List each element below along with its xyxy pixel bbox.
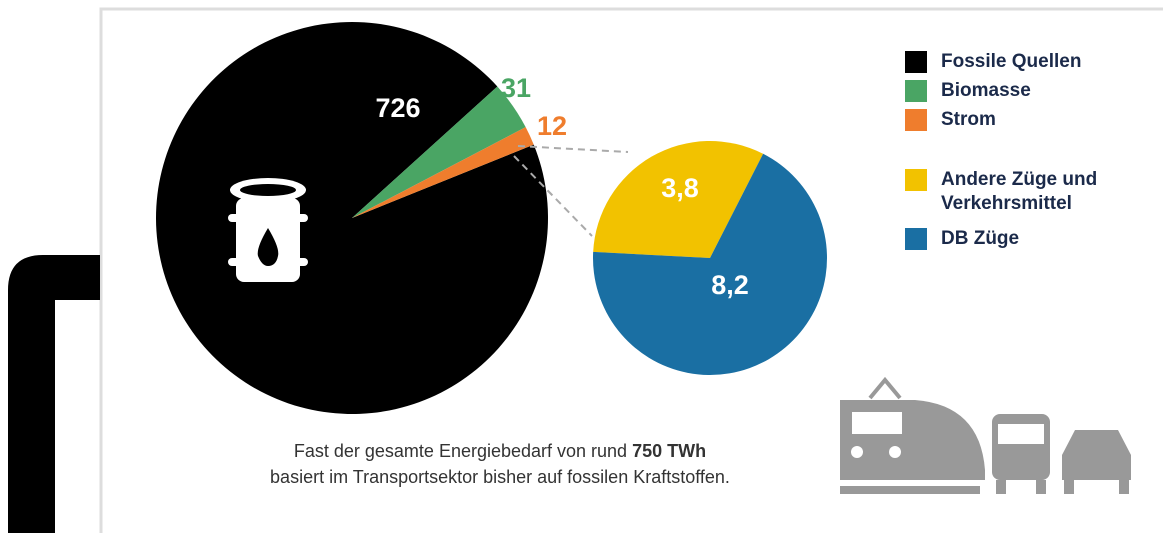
legend-label: DB Züge — [941, 228, 1020, 249]
legend-label: Andere Züge und Verkehrsmittel — [941, 169, 1098, 214]
pie-slice — [352, 127, 534, 218]
legend-swatch — [905, 80, 927, 102]
caption-bold: 750 TWh — [632, 441, 707, 461]
barrel-icon — [228, 178, 308, 282]
legend-item: Strom — [905, 108, 1125, 132]
legend-label: Biomasse — [941, 80, 1031, 101]
legend-swatch — [905, 51, 927, 73]
legend-item: Andere Züge und Verkehrsmittel — [905, 168, 1125, 216]
data-label: 12 — [537, 111, 567, 141]
connector — [517, 145, 629, 153]
caption-text: basiert im Transportsektor bisher auf fo… — [270, 467, 730, 487]
legend-item: Fossile Quellen — [905, 50, 1125, 74]
legend-swatch — [905, 169, 927, 191]
connector — [513, 155, 593, 237]
data-label: 3,8 — [661, 173, 699, 203]
data-label: 726 — [375, 93, 420, 123]
side-bar — [8, 255, 100, 533]
vehicles-icon — [840, 376, 1131, 494]
pie-slice — [593, 140, 764, 258]
legend-label: Fossile Quellen — [941, 51, 1082, 72]
pie-slice — [593, 153, 827, 375]
caption: Fast der gesamte Energiebedarf von rund … — [160, 438, 840, 490]
legend-swatch — [905, 109, 927, 131]
caption-text: Fast der gesamte Energiebedarf von rund — [293, 441, 628, 461]
data-label: 31 — [501, 73, 531, 103]
legend-item: DB Züge — [905, 227, 1125, 251]
legend-label: Strom — [941, 109, 996, 130]
legend-item: Biomasse — [905, 79, 1125, 103]
pie-slice — [155, 21, 548, 414]
data-label: 8,2 — [711, 270, 749, 300]
pie-slice — [352, 86, 526, 218]
legend-swatch — [905, 228, 927, 250]
